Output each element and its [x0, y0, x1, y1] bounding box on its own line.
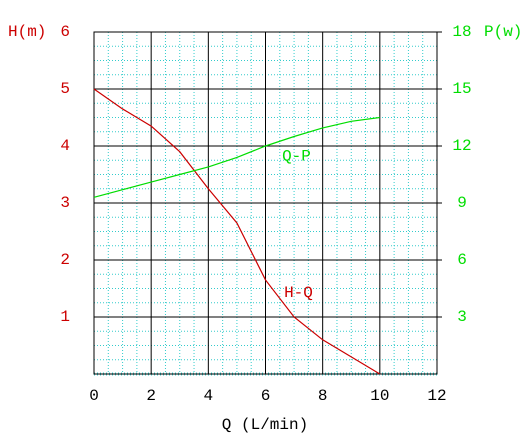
y-tick-label: 2: [60, 251, 70, 269]
series-label: H-Q: [284, 284, 313, 302]
x-tick-label: 10: [370, 387, 389, 405]
series-line: [93, 116, 380, 198]
y2-tick-label: 18: [452, 23, 471, 41]
x-axis-label: Q (L/min): [222, 416, 308, 434]
y-tick-label: 6: [60, 23, 70, 41]
y2-tick-label: 6: [457, 251, 467, 269]
y-tick-label: 1: [60, 308, 70, 326]
x-tick-label: 6: [261, 387, 271, 405]
x-tick-label: 2: [146, 387, 156, 405]
y2-tick-label: 12: [452, 137, 471, 155]
x-tick-label: 8: [318, 387, 328, 405]
y-tick-label: 4: [60, 137, 70, 155]
series-line: [93, 88, 381, 375]
y2-axis-label: P(w): [484, 23, 522, 41]
x-tick-label: 0: [89, 387, 99, 405]
x-tick-label: 4: [204, 387, 214, 405]
y2-tick-label: 9: [457, 194, 467, 212]
y2-tick-label: 3: [457, 308, 467, 326]
series-label: Q-P: [282, 148, 311, 166]
y-tick-label: 3: [60, 194, 70, 212]
y-axis-label: H(m): [8, 23, 46, 41]
x-tick-label: 12: [427, 387, 446, 405]
y-tick-label: 5: [60, 80, 70, 98]
y2-tick-label: 15: [452, 80, 471, 98]
